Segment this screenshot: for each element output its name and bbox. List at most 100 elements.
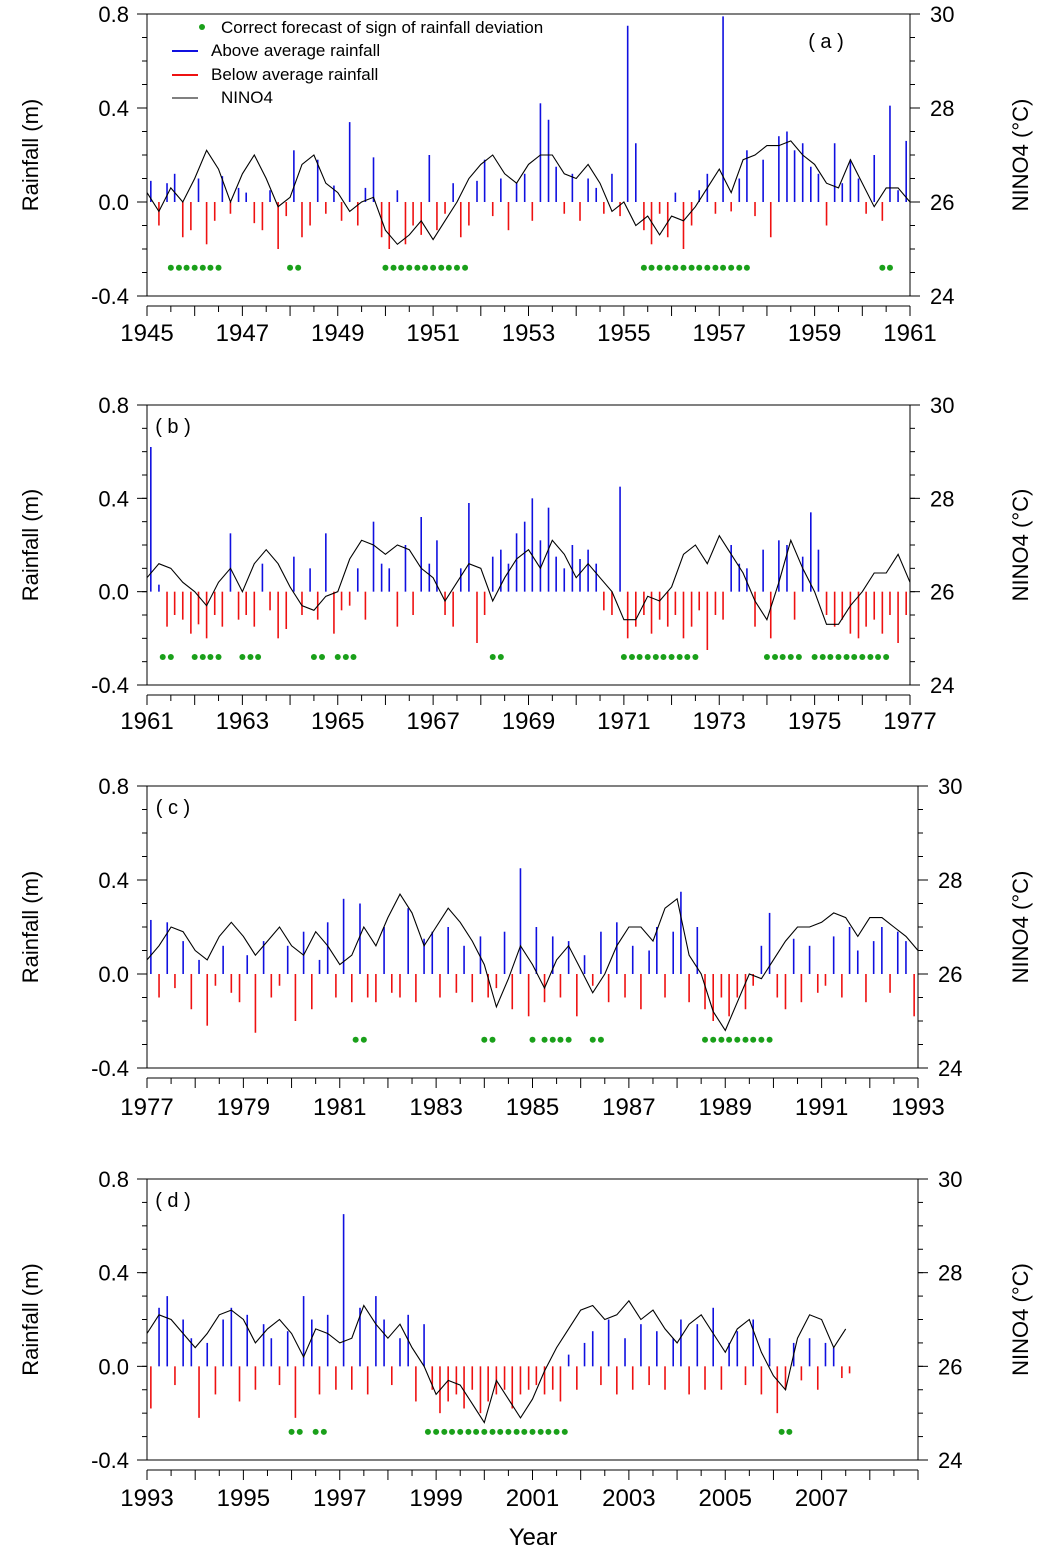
forecast-dot — [728, 264, 735, 271]
forecast-dot — [537, 1428, 544, 1435]
forecast-dot — [449, 1428, 456, 1435]
forecast-dot — [704, 264, 711, 271]
forecast-dot — [513, 1428, 520, 1435]
y-tick-label-right: 24 — [938, 1056, 962, 1081]
y-tick-label-left: 0.0 — [98, 962, 129, 987]
y-tick-label-left: 0.4 — [98, 1261, 129, 1286]
x-tick-label: 1957 — [693, 320, 746, 347]
forecast-dot — [720, 264, 727, 271]
forecast-dot — [696, 264, 703, 271]
plot-frame — [146, 1178, 919, 1461]
forecast-dot — [597, 1036, 604, 1043]
forecast-dot — [255, 654, 262, 660]
x-tick-label: 1973 — [693, 708, 746, 735]
forecast-dot — [553, 1428, 560, 1435]
x-tick-label: 1953 — [502, 320, 555, 347]
forecast-dot — [644, 654, 651, 660]
forecast-dot — [795, 654, 802, 660]
forecast-dot — [736, 264, 743, 271]
x-tick-label: 1955 — [597, 320, 650, 347]
forecast-dot — [827, 654, 834, 660]
forecast-dot — [390, 264, 397, 271]
forecast-dot — [742, 1036, 749, 1043]
forecast-dot — [352, 1036, 359, 1043]
forecast-dot — [867, 654, 874, 660]
forecast-dot — [843, 654, 850, 660]
forecast-dot — [481, 1428, 488, 1435]
forecast-dot — [545, 1428, 552, 1435]
forecast-dot — [424, 1428, 431, 1435]
forecast-dot — [191, 654, 198, 660]
forecast-dot — [875, 654, 882, 660]
x-tick-label: 1989 — [699, 1094, 752, 1121]
y-axis-title-right: NINO4 (°C) — [1008, 871, 1033, 984]
y-tick-label-right: 24 — [938, 1448, 962, 1473]
y-tick-label-right: 24 — [930, 673, 954, 698]
panel-label: ( d ) — [155, 1190, 191, 1212]
x-tick-label: 1949 — [311, 320, 364, 347]
forecast-dot — [312, 1428, 319, 1435]
y-tick-label-right: 26 — [930, 580, 954, 605]
forecast-dot — [664, 264, 671, 271]
forecast-dot — [652, 654, 659, 660]
x-tick-label: 2007 — [795, 1485, 848, 1512]
forecast-dot — [489, 1428, 496, 1435]
forecast-dot — [561, 1428, 568, 1435]
y-axis-title-left: Rainfall (m) — [18, 489, 43, 601]
x-tick-label: 1967 — [406, 708, 459, 735]
forecast-dot — [656, 264, 663, 271]
y-axis-title-right: NINO4 (°C) — [1008, 99, 1033, 212]
y-tick-label-right: 24 — [930, 284, 954, 309]
x-tick-label: 1983 — [409, 1094, 462, 1121]
forecast-dot — [489, 1036, 496, 1043]
forecast-dot — [734, 1036, 741, 1043]
x-axis-title: Year — [509, 1524, 558, 1551]
x-tick-label: 1977 — [120, 1094, 173, 1121]
x-tick-label: 1961 — [120, 708, 173, 735]
forecast-dot — [763, 654, 770, 660]
forecast-dot — [640, 264, 647, 271]
forecast-dot — [398, 264, 405, 271]
legend: Correct forecast of sign of rainfall dev… — [172, 18, 543, 107]
y-tick-label-left: 0.4 — [98, 868, 129, 893]
x-tick-label: 1959 — [788, 320, 841, 347]
x-tick-label: 1963 — [216, 708, 269, 735]
y-axis-title-left: Rainfall (m) — [18, 871, 43, 983]
forecast-dot — [811, 654, 818, 660]
forecast-dot — [167, 654, 174, 660]
forecast-dot — [835, 654, 842, 660]
forecast-dot — [779, 654, 786, 660]
forecast-dot — [247, 654, 254, 660]
forecast-dot — [620, 654, 627, 660]
forecast-dot — [199, 264, 206, 271]
y-tick-label-left: -0.4 — [91, 1448, 129, 1473]
y-tick-label-left: 0.0 — [98, 190, 129, 215]
forecast-dot — [648, 264, 655, 271]
x-tick-label: 1951 — [406, 320, 459, 347]
x-tick-label: 1981 — [313, 1094, 366, 1121]
y-axis-title-right: NINO4 (°C) — [1008, 1263, 1033, 1376]
legend-line-label: NINO4 — [221, 88, 273, 107]
forecast-dot — [319, 654, 326, 660]
forecast-dot — [886, 264, 893, 271]
forecast-dot — [859, 654, 866, 660]
plot-frame — [146, 404, 911, 686]
forecast-dot — [287, 264, 294, 271]
panel-label: ( a ) — [808, 31, 844, 53]
forecast-dot — [688, 264, 695, 271]
x-tick-label: 1977 — [883, 708, 936, 735]
forecast-dot — [441, 1428, 448, 1435]
forecast-dot — [668, 654, 675, 660]
y-axis-title-left: Rainfall (m) — [18, 99, 43, 211]
y-tick-label-left: 0.4 — [98, 486, 129, 511]
y-tick-label-right: 28 — [930, 96, 954, 121]
forecast-dot — [310, 654, 317, 660]
forecast-dot — [481, 1036, 488, 1043]
forecast-dot — [628, 654, 635, 660]
x-tick-label: 1991 — [795, 1094, 848, 1121]
forecast-dot — [422, 264, 429, 271]
x-tick-label: 2001 — [506, 1485, 559, 1512]
forecast-dot — [743, 264, 750, 271]
forecast-dot — [684, 654, 691, 660]
